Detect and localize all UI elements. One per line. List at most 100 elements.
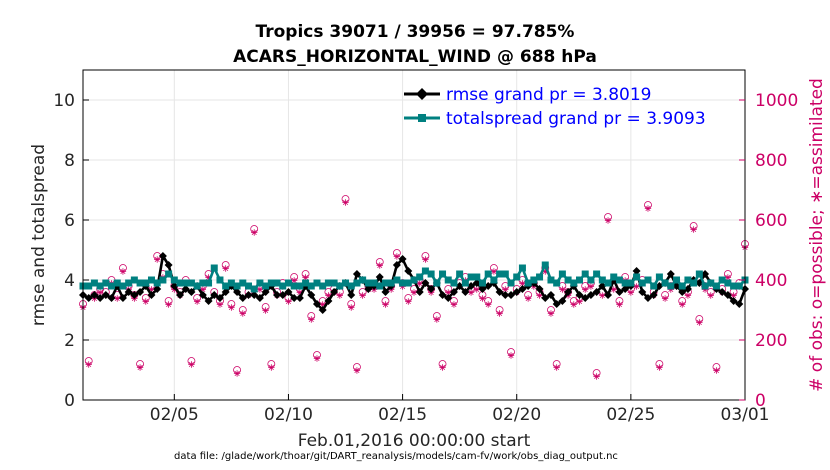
spread-point bbox=[205, 279, 213, 287]
rmse-point bbox=[723, 291, 732, 299]
obs-assimilated-point bbox=[233, 370, 241, 377]
spread-point bbox=[250, 285, 258, 293]
spread-point bbox=[381, 279, 389, 287]
spread-point bbox=[473, 273, 481, 281]
rmse-point bbox=[204, 297, 213, 305]
obs-assimilated-point bbox=[268, 364, 275, 371]
rmse-point bbox=[575, 291, 584, 299]
obs-assimilated-point bbox=[251, 229, 258, 236]
rmse-point bbox=[147, 291, 156, 299]
rmse-point bbox=[718, 288, 727, 296]
rmse-point bbox=[352, 270, 361, 278]
obs-assimilated-point bbox=[450, 301, 458, 308]
obs-assimilated-point bbox=[188, 361, 195, 368]
obs-assimilated-point bbox=[484, 301, 492, 308]
y-left-tick-label: 8 bbox=[64, 151, 75, 171]
rmse-point bbox=[101, 291, 110, 299]
spread-point bbox=[279, 282, 287, 290]
series-lines bbox=[79, 252, 749, 314]
rmse-point bbox=[398, 255, 407, 263]
rmse-point bbox=[278, 291, 287, 299]
spread-point bbox=[450, 279, 458, 287]
spread-point bbox=[496, 270, 504, 278]
x-axis-label: Feb.01,2016 00:00:00 start bbox=[298, 431, 531, 451]
spread-point bbox=[359, 276, 367, 284]
obs-assimilated-point bbox=[348, 304, 355, 311]
spread-point bbox=[547, 276, 555, 284]
obs-assimilated-point bbox=[587, 283, 595, 290]
obs-assimilated-point bbox=[142, 298, 149, 305]
rmse-point bbox=[701, 270, 710, 278]
rmse-point bbox=[198, 291, 207, 299]
rmse-point bbox=[107, 294, 116, 302]
spread-point bbox=[490, 276, 498, 284]
obs-assimilated-point bbox=[582, 286, 589, 293]
obs-assimilated-point bbox=[679, 301, 686, 308]
spread-point bbox=[536, 273, 544, 281]
rmse-point bbox=[124, 288, 133, 296]
rmse-point bbox=[564, 288, 573, 296]
rmse-point bbox=[461, 288, 470, 296]
obs-assimilated-point bbox=[684, 292, 692, 299]
rmse-point bbox=[541, 294, 550, 302]
obs-assimilated-point bbox=[148, 286, 155, 293]
rmse-point bbox=[455, 282, 464, 290]
plot-frame bbox=[82, 69, 746, 401]
rmse-point bbox=[130, 291, 139, 299]
rmse-point bbox=[221, 288, 230, 296]
spread-point bbox=[262, 282, 270, 290]
rmse-point bbox=[655, 282, 664, 290]
legend-rmse-label: rmse grand pr = 3.8019 bbox=[446, 85, 651, 105]
spread-point bbox=[667, 282, 675, 290]
spread-point bbox=[342, 279, 350, 287]
spread-point bbox=[165, 270, 173, 278]
rmse-point bbox=[307, 291, 316, 299]
obs-assimilated-point bbox=[296, 289, 304, 296]
spread-point bbox=[524, 279, 532, 287]
obs-assimilated-point bbox=[713, 367, 720, 374]
obs-assimilated-point bbox=[319, 301, 326, 308]
obs-assimilated-point bbox=[85, 361, 92, 368]
spread-point bbox=[210, 264, 218, 272]
y-left-tick-label: 6 bbox=[64, 211, 75, 231]
obs-assimilated-point bbox=[325, 292, 332, 299]
rmse-point bbox=[546, 291, 555, 299]
obs-assimilated-point bbox=[439, 364, 446, 371]
spread-point bbox=[136, 279, 144, 287]
spread-point bbox=[558, 270, 566, 278]
obs-assimilated-point bbox=[382, 301, 389, 308]
rmse-point bbox=[512, 288, 521, 296]
spread-point bbox=[324, 279, 332, 287]
spread-point bbox=[233, 282, 241, 290]
spread-point bbox=[302, 279, 310, 287]
rmse-point bbox=[581, 294, 590, 302]
obs-assimilated-point bbox=[570, 301, 577, 308]
spread-point bbox=[319, 282, 327, 290]
spread-point bbox=[199, 279, 207, 287]
obs-assimilated-point bbox=[616, 301, 623, 308]
rmse-point bbox=[181, 285, 190, 293]
spread-point bbox=[501, 270, 509, 278]
spread-point bbox=[404, 279, 412, 287]
obs-assimilated-point bbox=[313, 355, 321, 362]
obs-assimilated-point bbox=[524, 295, 532, 302]
spread-point bbox=[444, 276, 452, 284]
spread-point bbox=[147, 276, 155, 284]
obs-assimilated-point bbox=[353, 367, 361, 374]
rmse-point bbox=[136, 288, 145, 296]
legend-rmse-marker bbox=[416, 88, 428, 100]
rmse-point bbox=[244, 291, 253, 299]
spread-point bbox=[427, 270, 435, 278]
rmse-point bbox=[324, 297, 333, 305]
obs-assimilated-point bbox=[165, 301, 172, 308]
spread-point bbox=[393, 276, 401, 284]
spread-point bbox=[222, 282, 230, 290]
obs-assimilated-point bbox=[604, 217, 612, 224]
rmse-point bbox=[404, 267, 413, 275]
obs-assimilated-point bbox=[730, 292, 737, 299]
spread-point bbox=[108, 282, 116, 290]
rmse-point bbox=[632, 267, 641, 275]
spread-point bbox=[113, 279, 121, 287]
spread-point bbox=[513, 273, 521, 281]
spread-point bbox=[570, 279, 578, 287]
